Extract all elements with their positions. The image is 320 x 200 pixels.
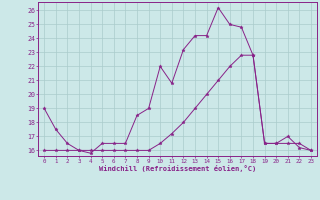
X-axis label: Windchill (Refroidissement éolien,°C): Windchill (Refroidissement éolien,°C) xyxy=(99,165,256,172)
